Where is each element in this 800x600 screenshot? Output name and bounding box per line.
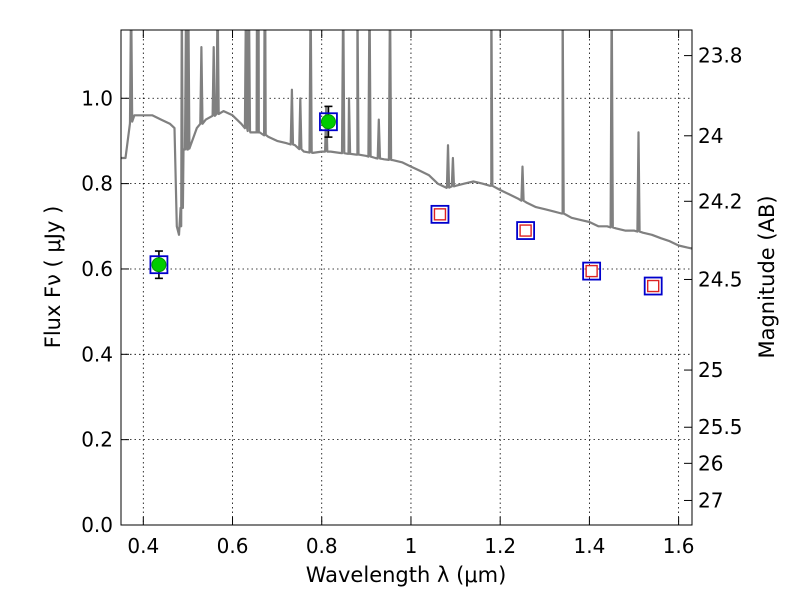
- upper-limit-square: [519, 224, 532, 237]
- right-tick-label: 25.5: [698, 415, 743, 439]
- photometry-markers: [149, 105, 663, 296]
- model-square: [516, 221, 536, 240]
- y-tick-label: 0.6: [81, 257, 113, 281]
- x-tick-label: 1.6: [663, 534, 695, 558]
- y-tick-label: 0.8: [81, 172, 113, 196]
- upper-limit-square: [646, 279, 660, 293]
- model-square: [149, 255, 169, 275]
- y-tick-label: 1.0: [81, 86, 113, 110]
- upper-limit-square: [433, 208, 447, 221]
- x-tick-label: 1.4: [573, 534, 605, 558]
- x-tick-label: 0.8: [306, 534, 338, 558]
- x-tick-label: 1: [405, 534, 418, 558]
- right-tick-label: 27: [698, 488, 723, 512]
- y-axis-label: Flux Fν ( μJy ): [41, 206, 65, 349]
- model-square: [430, 204, 450, 224]
- model-square: [643, 276, 663, 296]
- right-tick-label: 24: [698, 124, 723, 148]
- axis-ticks: 0.4 0.6 0.8 1 1.2 1.4 1.6 0.0 0.2 0.4 0.6 0.8 1.0 23.…: [81, 30, 743, 558]
- y-axis-right-label: Magnitude (AB): [755, 195, 779, 358]
- sed-line: [121, 30, 692, 250]
- plot-frame: [120, 29, 693, 526]
- right-tick-label: 24.2: [698, 189, 743, 213]
- y-tick-label: 0.2: [81, 428, 113, 452]
- grid-lines: [121, 30, 692, 526]
- model-square: [319, 112, 338, 132]
- x-tick-label: 0.4: [127, 534, 159, 558]
- model-square: [582, 261, 602, 281]
- right-tick-label: 25: [698, 358, 723, 382]
- upper-limit-square: [585, 264, 598, 278]
- right-tick-label: 24.5: [698, 267, 743, 291]
- detection-point: [151, 257, 167, 273]
- right-tick-label: 23.8: [698, 44, 743, 68]
- x-tick-label: 1.2: [484, 534, 516, 558]
- x-axis-label: Wavelength λ (μm): [306, 563, 507, 587]
- detection-point: [320, 114, 336, 130]
- template-sed: [121, 30, 692, 250]
- y-tick-label: 0.4: [81, 342, 113, 366]
- x-tick-label: 0.6: [217, 534, 249, 558]
- y-tick-label: 0.0: [81, 513, 113, 537]
- right-tick-label: 26: [698, 451, 723, 475]
